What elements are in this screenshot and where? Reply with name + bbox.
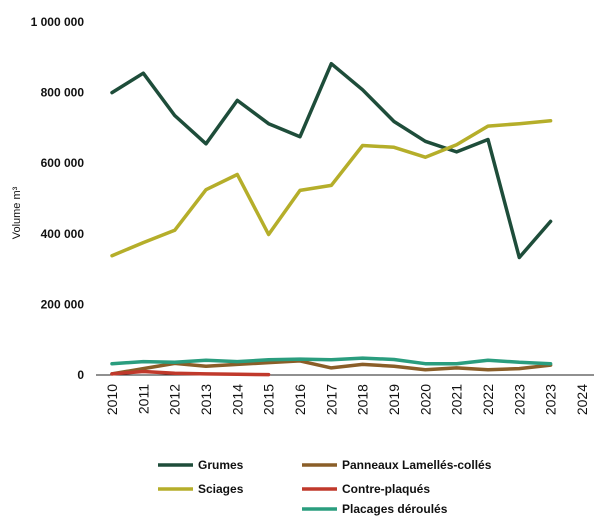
x-tick-label: 2015 xyxy=(261,384,277,415)
y-tick-label: 800 000 xyxy=(41,86,85,100)
x-tick-label: 2010 xyxy=(104,384,120,415)
y-tick-label: 400 000 xyxy=(41,227,85,241)
x-tick-label: 2013 xyxy=(198,384,214,415)
x-tick-label: 2017 xyxy=(323,384,339,415)
y-tick-label: 600 000 xyxy=(41,156,85,170)
x-tick-label: 2023 xyxy=(511,384,527,415)
y-axis-label: Volume m³ xyxy=(11,186,23,239)
x-tick-label: 2018 xyxy=(355,384,371,415)
x-tick-label: 2014 xyxy=(229,384,245,415)
x-axis: 2010 2011 2012 2013 2014 2015 2016 2017 2018 2019… xyxy=(96,374,594,415)
series-line-5 xyxy=(110,356,553,366)
legend-label: Contre-plaqués xyxy=(342,482,430,496)
x-tick-label: 2012 xyxy=(167,384,183,415)
series-line-4 xyxy=(110,369,271,377)
legend-label: Placages déroulés xyxy=(342,502,448,516)
x-tick-label: 2019 xyxy=(386,384,402,415)
legend: Grumes Panneaux Lamellés-collés Sciages Con… xyxy=(158,458,492,516)
x-tick-label: 2024 xyxy=(574,384,590,415)
legend-label: Sciages xyxy=(198,482,244,496)
plot-area xyxy=(110,61,553,377)
y-tick-label: 1 000 000 xyxy=(31,15,85,29)
x-tick-label: 2023 xyxy=(543,384,559,415)
series-line-3 xyxy=(110,359,553,376)
y-tick-label: 0 xyxy=(77,368,84,382)
x-tick-label: 2011 xyxy=(135,384,151,414)
series-line-1 xyxy=(110,61,553,260)
y-axis: 0 200 000 400 000 600 000 800 000 1 000 000 xyxy=(31,15,85,382)
x-tick-label: 2021 xyxy=(449,384,465,415)
legend-label: Panneaux Lamellés-collés xyxy=(342,458,492,472)
x-tick-label: 2020 xyxy=(417,384,433,415)
series-line-2 xyxy=(110,119,553,258)
x-tick-label: 2016 xyxy=(292,384,308,415)
legend-label: Grumes xyxy=(198,458,244,472)
x-tick-label: 2022 xyxy=(480,384,496,415)
y-tick-label: 200 000 xyxy=(41,297,85,311)
